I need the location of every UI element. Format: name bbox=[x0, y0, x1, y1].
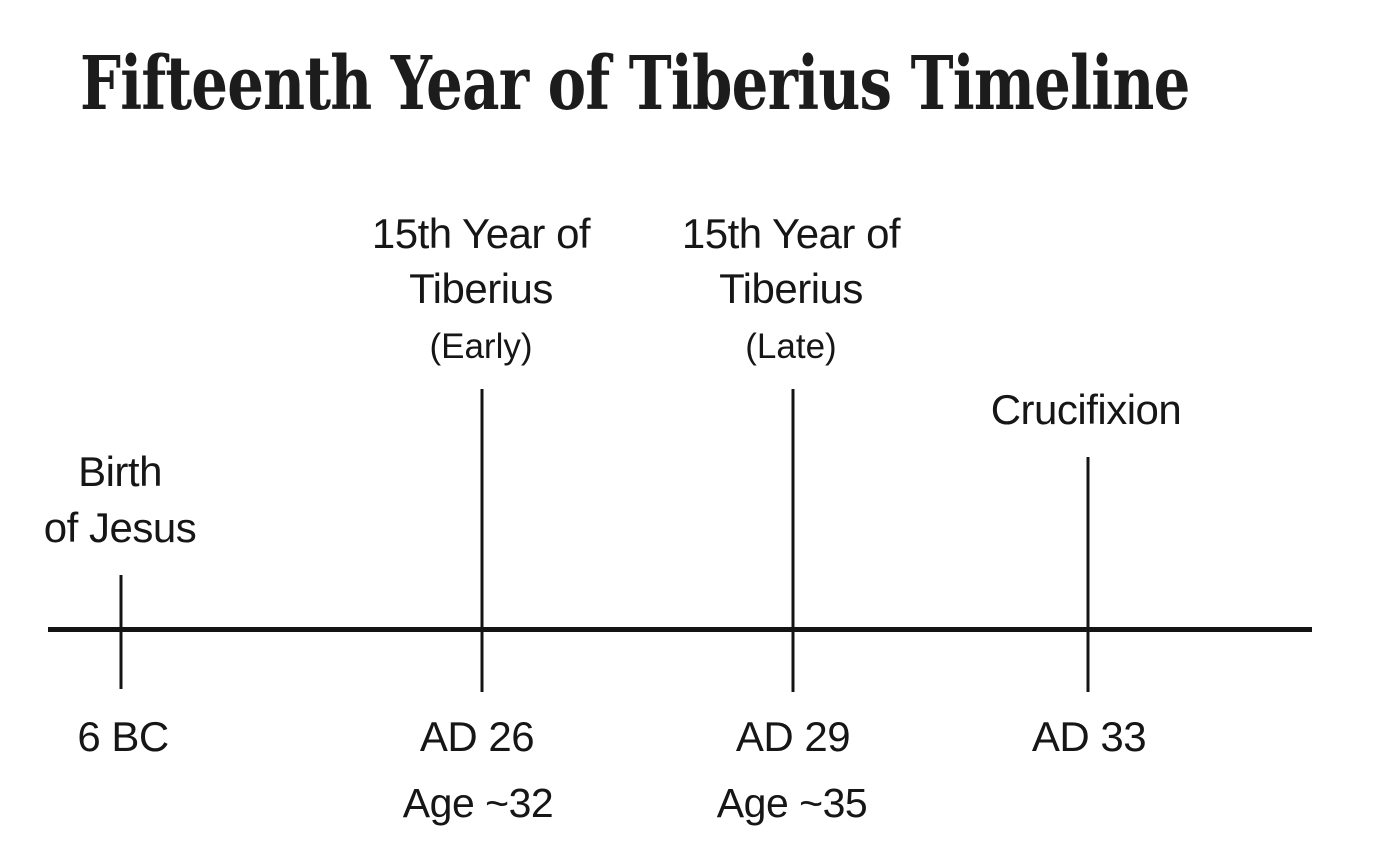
event-name-line: 15th Year of bbox=[681, 210, 901, 257]
date-label: AD 26 bbox=[419, 713, 535, 760]
event-label: 15th Year of Tiberius (Late) bbox=[681, 206, 901, 370]
tick-mark bbox=[480, 389, 484, 692]
event-label: 15th Year of Tiberius (Early) bbox=[371, 206, 591, 370]
event-label: Birth of Jesus bbox=[43, 444, 197, 556]
tick-mark bbox=[119, 575, 123, 689]
event-qualifier: (Early) bbox=[429, 327, 533, 366]
timeline-axis bbox=[48, 627, 1312, 632]
event-label: Crucifixion bbox=[991, 385, 1182, 435]
event-name-line: Tiberius bbox=[719, 265, 863, 312]
event-name-line: Birth bbox=[78, 448, 162, 495]
age-label: Age ~32 bbox=[402, 780, 554, 826]
date-label: AD 29 bbox=[735, 713, 851, 760]
event-name-line: Crucifixion bbox=[990, 386, 1182, 433]
event-name-line: 15th Year of bbox=[371, 210, 591, 257]
event-name-line: Tiberius bbox=[409, 265, 553, 312]
tick-mark bbox=[791, 389, 795, 692]
date-label: 6 BC bbox=[77, 713, 169, 760]
tick-mark bbox=[1086, 457, 1090, 692]
page-title: Fifteenth Year of Tiberius Timeline bbox=[80, 41, 1190, 127]
date-label: AD 33 bbox=[1031, 713, 1147, 760]
event-qualifier: (Late) bbox=[745, 327, 837, 366]
age-label: Age ~35 bbox=[716, 780, 868, 826]
event-name-line: of Jesus bbox=[43, 504, 197, 551]
